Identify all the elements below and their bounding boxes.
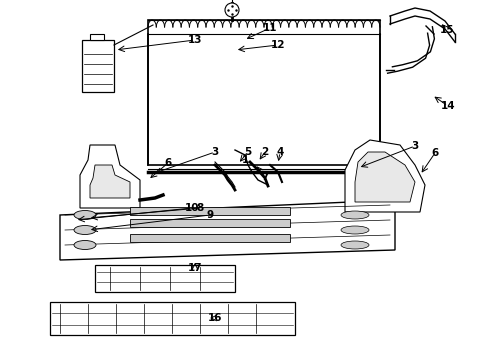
Text: 2: 2 [261, 147, 269, 157]
Polygon shape [355, 152, 415, 202]
Text: 3: 3 [412, 141, 418, 151]
Bar [130, 207, 290, 215]
Polygon shape [345, 140, 425, 212]
Text: 17: 17 [188, 263, 202, 273]
Ellipse shape [74, 225, 96, 234]
Ellipse shape [341, 211, 369, 219]
Text: 1: 1 [242, 155, 248, 165]
Text: 3: 3 [211, 147, 219, 157]
Text: 12: 12 [271, 40, 285, 50]
Text: 5: 5 [245, 147, 252, 157]
Text: 15: 15 [440, 25, 454, 35]
Bar [90, 34, 104, 40]
Bar [82, 40, 114, 92]
Text: 6: 6 [164, 158, 171, 168]
Text: 4: 4 [276, 147, 284, 157]
Text: 10: 10 [185, 203, 199, 213]
Text: 14: 14 [441, 101, 455, 111]
Text: 16: 16 [208, 313, 222, 323]
Text: 9: 9 [206, 210, 214, 220]
Text: 7: 7 [261, 172, 269, 182]
Polygon shape [95, 265, 235, 292]
Text: 8: 8 [196, 203, 204, 213]
Text: 13: 13 [188, 35, 202, 45]
Text: 11: 11 [263, 23, 277, 33]
Polygon shape [60, 200, 395, 260]
Circle shape [225, 3, 239, 17]
Ellipse shape [341, 241, 369, 249]
Polygon shape [90, 165, 130, 198]
Text: 6: 6 [431, 148, 439, 158]
Bar [130, 234, 290, 242]
Bar [130, 219, 290, 227]
Bar [148, 20, 380, 165]
Ellipse shape [341, 226, 369, 234]
Ellipse shape [74, 240, 96, 249]
Polygon shape [80, 145, 140, 208]
Ellipse shape [74, 211, 96, 220]
Polygon shape [50, 302, 295, 335]
